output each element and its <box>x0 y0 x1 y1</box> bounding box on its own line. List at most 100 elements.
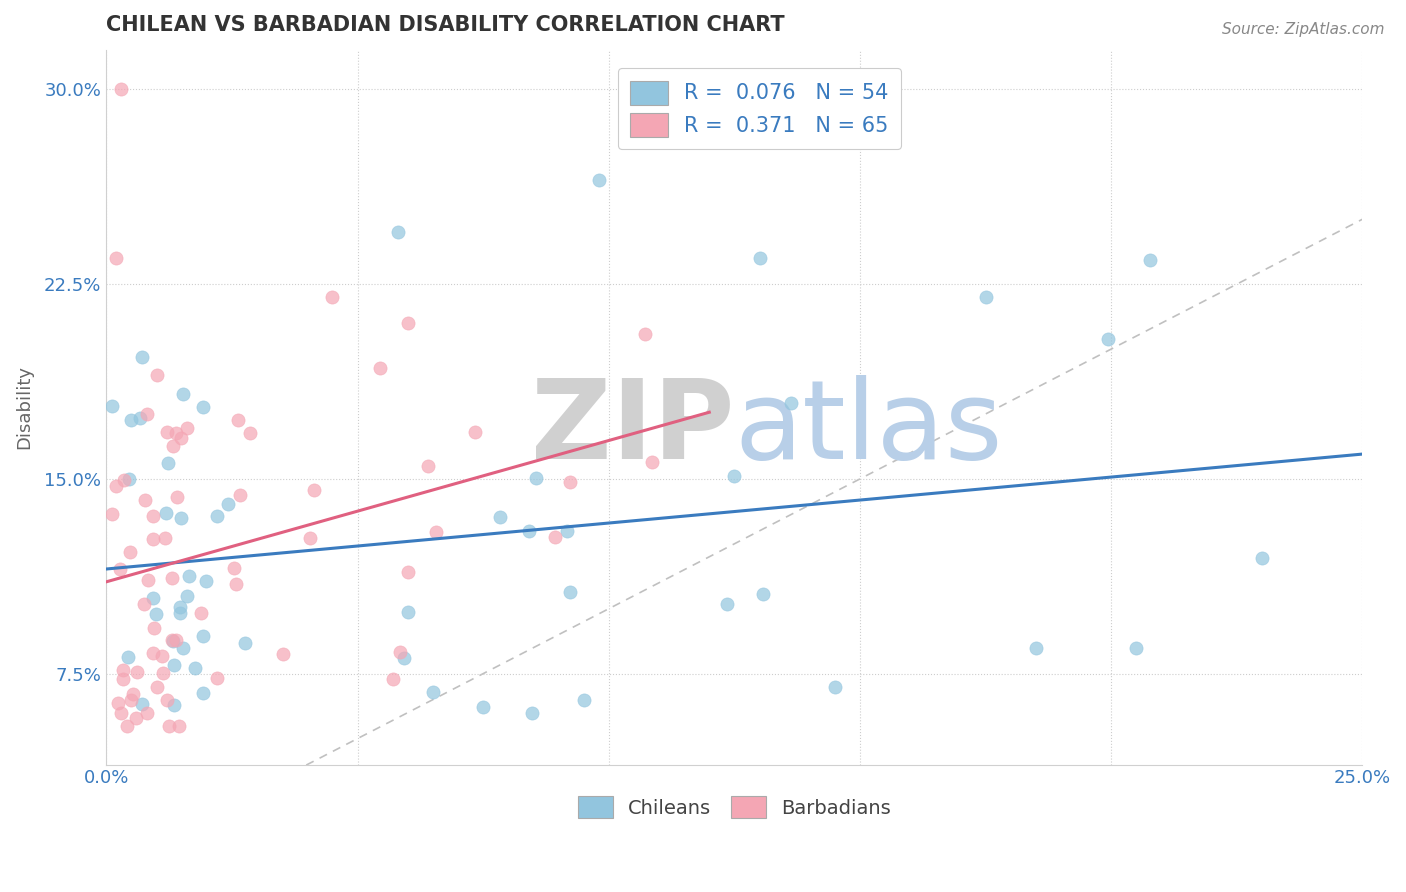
Point <box>145 607 167 622</box>
Point <box>121 687 143 701</box>
Text: atlas: atlas <box>734 376 1002 483</box>
Point <box>176 421 198 435</box>
Point <box>142 532 165 546</box>
Point <box>522 706 544 720</box>
Point <box>368 360 391 375</box>
Point <box>217 497 239 511</box>
Point <box>160 632 183 647</box>
Point <box>641 455 664 469</box>
Point <box>558 585 581 599</box>
Point <box>716 597 738 611</box>
Point <box>1025 640 1047 655</box>
Point <box>190 607 212 621</box>
Point <box>752 587 775 601</box>
Point <box>157 718 180 732</box>
Point <box>101 399 124 413</box>
Point <box>1097 332 1119 346</box>
Point <box>176 589 198 603</box>
Point <box>115 718 138 732</box>
Point <box>748 251 770 265</box>
Point <box>156 425 179 439</box>
Point <box>121 692 143 706</box>
Point <box>117 650 139 665</box>
Point <box>464 425 486 440</box>
Text: CHILEAN VS BARBADIAN DISABILITY CORRELATION CHART: CHILEAN VS BARBADIAN DISABILITY CORRELAT… <box>107 15 785 35</box>
Point <box>160 571 183 585</box>
Point <box>162 634 184 648</box>
Point <box>1139 252 1161 267</box>
Point <box>134 493 156 508</box>
Point <box>193 686 215 700</box>
Point <box>166 490 188 504</box>
Point <box>101 507 124 521</box>
Point <box>143 621 166 635</box>
Y-axis label: Disability: Disability <box>15 366 32 450</box>
Point <box>118 472 141 486</box>
Point <box>396 606 419 620</box>
Point <box>321 290 343 304</box>
Point <box>555 524 578 538</box>
Point <box>169 606 191 620</box>
Point <box>162 438 184 452</box>
Point <box>156 692 179 706</box>
Point <box>394 651 416 665</box>
Point <box>152 648 174 663</box>
Point <box>169 718 191 732</box>
Point <box>169 599 191 614</box>
Point <box>205 508 228 523</box>
Point <box>104 479 127 493</box>
Point <box>165 425 187 440</box>
Point <box>396 316 419 330</box>
Point <box>191 400 214 414</box>
Point <box>1250 551 1272 566</box>
Point <box>125 711 148 725</box>
Point <box>142 509 165 524</box>
Point <box>135 407 157 421</box>
Text: ZIP: ZIP <box>531 376 734 483</box>
Point <box>228 413 250 427</box>
Point <box>544 530 567 544</box>
Point <box>235 636 257 650</box>
Point <box>145 368 167 382</box>
Point <box>824 680 846 694</box>
Point <box>127 665 149 679</box>
Point <box>271 647 294 661</box>
Point <box>588 173 610 187</box>
Point <box>425 525 447 540</box>
Point <box>112 663 135 677</box>
Point <box>163 658 186 673</box>
Point <box>183 660 205 674</box>
Point <box>165 632 187 647</box>
Point <box>560 475 582 490</box>
Point <box>381 672 404 686</box>
Point <box>229 488 252 502</box>
Point <box>142 647 165 661</box>
Point <box>145 680 167 694</box>
Point <box>131 697 153 711</box>
Point <box>472 700 495 714</box>
Point <box>517 524 540 538</box>
Point <box>572 692 595 706</box>
Point <box>155 506 177 520</box>
Point <box>172 387 194 401</box>
Point <box>779 396 801 410</box>
Point <box>225 577 247 591</box>
Point <box>132 597 155 611</box>
Point <box>172 640 194 655</box>
Legend: Chileans, Barbadians: Chileans, Barbadians <box>569 789 898 826</box>
Point <box>974 290 997 304</box>
Point <box>193 629 215 643</box>
Point <box>110 706 132 720</box>
Point <box>177 569 200 583</box>
Point <box>239 425 262 440</box>
Point <box>1125 640 1147 655</box>
Point <box>142 591 165 606</box>
Point <box>396 565 419 579</box>
Point <box>152 665 174 680</box>
Point <box>416 459 439 474</box>
Point <box>107 696 129 710</box>
Point <box>422 685 444 699</box>
Point <box>135 706 157 720</box>
Point <box>302 483 325 498</box>
Point <box>207 671 229 685</box>
